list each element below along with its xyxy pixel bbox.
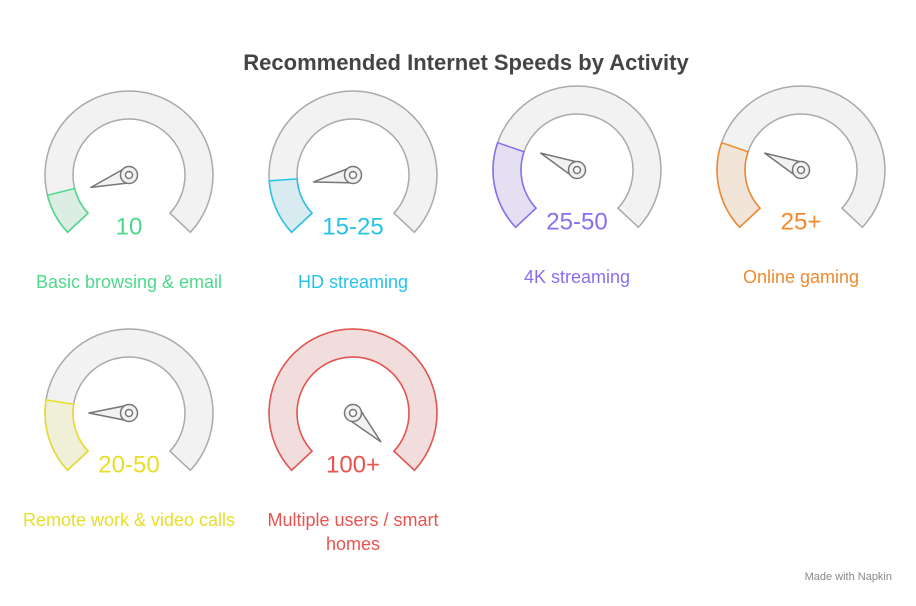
- activity-label: Remote work & video calls: [22, 510, 236, 530]
- activity-label: Basic browsing & email: [35, 272, 223, 292]
- gauge-track: [716, 85, 886, 229]
- footer: Made with Napkin: [804, 571, 892, 583]
- gauge-fill: [268, 328, 438, 472]
- speed-value: 25-50: [546, 208, 607, 235]
- needle-dot: [124, 408, 134, 418]
- needle-dot: [124, 170, 134, 180]
- gauge-fill: [44, 399, 90, 472]
- needle-dot: [796, 165, 806, 175]
- gauge-track: [44, 90, 214, 234]
- gauge-track: [492, 85, 662, 229]
- gauge-track: [268, 90, 438, 234]
- speed-value: 25+: [781, 208, 822, 235]
- activity-label: Online gaming: [742, 267, 860, 287]
- gauge-fill: [268, 178, 314, 234]
- needle-dot: [572, 165, 582, 175]
- activity-label: 4K streaming: [523, 267, 631, 287]
- speed-value: 15-25: [322, 213, 383, 240]
- speed-value: 100+: [326, 451, 380, 478]
- speed-value: 10: [116, 213, 143, 240]
- title: Recommended Internet Speeds by Activity: [243, 50, 689, 75]
- speed-value: 20-50: [98, 451, 159, 478]
- gauge-track: [44, 328, 214, 472]
- gauge-fill: [716, 141, 762, 229]
- gauge-fill: [492, 141, 538, 229]
- gauge-fill: [46, 187, 90, 234]
- needle-dot: [348, 408, 358, 418]
- needle-dot: [348, 170, 358, 180]
- activity-label: Multiple users / smart homes: [267, 510, 439, 554]
- activity-label: HD streaming: [297, 272, 409, 292]
